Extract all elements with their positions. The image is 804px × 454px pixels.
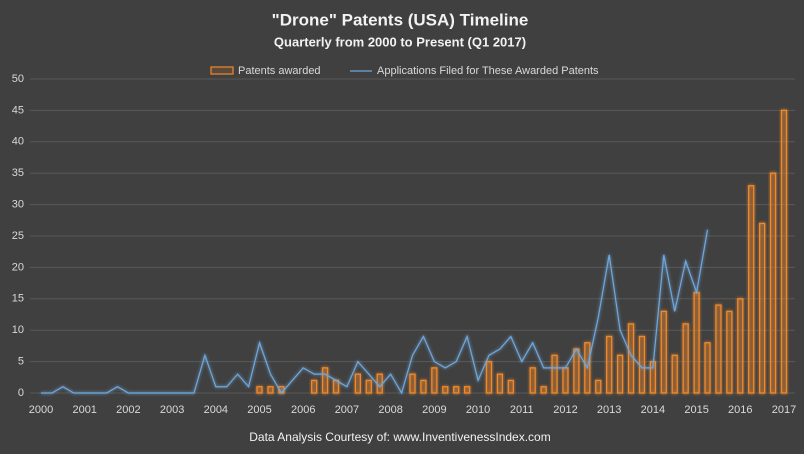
x-tick-label: 2004 xyxy=(204,404,228,416)
y-tick-label: 0 xyxy=(18,387,24,399)
bar xyxy=(551,354,558,394)
bar xyxy=(453,386,460,394)
bar xyxy=(726,310,733,394)
y-tick-label: 20 xyxy=(12,261,24,273)
bar xyxy=(485,360,493,394)
bar xyxy=(595,379,602,394)
x-tick-label: 2012 xyxy=(553,404,577,416)
bar xyxy=(354,373,362,394)
bar xyxy=(529,367,536,394)
y-tick-label: 40 xyxy=(12,136,24,148)
y-tick-label: 45 xyxy=(12,104,24,116)
x-tick-label: 2011 xyxy=(510,404,534,416)
x-tick-label: 2007 xyxy=(335,404,359,416)
bar xyxy=(496,373,504,394)
chart-title: "Drone" Patents (USA) Timeline xyxy=(272,10,529,29)
bar xyxy=(649,360,657,394)
x-tick-label: 2015 xyxy=(684,404,708,416)
footer: Data Analysis Courtesy of: www.Inventive… xyxy=(249,430,550,444)
y-tick-label: 15 xyxy=(12,293,24,305)
bar xyxy=(780,109,788,394)
bar xyxy=(748,185,755,394)
y-tick-label: 50 xyxy=(12,73,24,85)
bar xyxy=(365,379,372,394)
y-tick-label: 35 xyxy=(12,167,24,179)
bar xyxy=(409,373,416,394)
bar xyxy=(737,298,744,394)
x-tick-label: 2017 xyxy=(772,404,796,416)
bar xyxy=(638,335,646,394)
bar xyxy=(627,323,635,394)
bar xyxy=(660,310,667,394)
chart-subtitle: Quarterly from 2000 to Present (Q1 2017) xyxy=(274,34,526,49)
bar xyxy=(704,342,711,394)
bar xyxy=(321,367,329,394)
bar xyxy=(693,291,700,394)
bar xyxy=(420,379,427,394)
x-tick-label: 2013 xyxy=(597,404,621,416)
y-tick-label: 5 xyxy=(18,356,24,368)
bar xyxy=(256,386,263,394)
bar xyxy=(463,386,471,394)
bar xyxy=(311,379,318,394)
x-tick-label: 2010 xyxy=(466,404,490,416)
y-tick-label: 10 xyxy=(12,324,24,336)
x-tick-label: 2000 xyxy=(29,404,53,416)
x-tick-label: 2008 xyxy=(378,404,402,416)
bar xyxy=(332,379,340,394)
bar xyxy=(769,172,777,394)
x-tick-label: 2001 xyxy=(72,404,96,416)
bar xyxy=(573,348,580,394)
x-tick-label: 2009 xyxy=(422,404,446,416)
line xyxy=(41,229,709,395)
y-tick-label: 25 xyxy=(12,230,24,242)
bar xyxy=(715,304,722,394)
bar xyxy=(267,386,274,394)
x-tick-label: 2002 xyxy=(116,404,140,416)
x-tick-label: 2005 xyxy=(247,404,271,416)
bar xyxy=(562,367,569,394)
bar xyxy=(431,367,438,394)
bar xyxy=(442,386,449,394)
bar xyxy=(540,386,547,394)
bar xyxy=(758,222,766,394)
bar xyxy=(376,373,383,394)
bar xyxy=(616,354,624,394)
bar xyxy=(606,335,613,394)
legend-label: Applications Filed for These Awarded Pat… xyxy=(377,65,599,77)
x-tick-label: 2003 xyxy=(160,404,184,416)
x-tick-label: 2014 xyxy=(641,404,665,416)
bar xyxy=(682,323,689,394)
bar xyxy=(671,354,678,394)
bar xyxy=(507,379,514,394)
legend-label: Patents awarded xyxy=(238,65,321,77)
y-tick-label: 30 xyxy=(12,199,24,211)
legend-swatch xyxy=(210,66,234,75)
x-tick-label: 2006 xyxy=(291,404,315,416)
x-tick-label: 2016 xyxy=(728,404,752,416)
